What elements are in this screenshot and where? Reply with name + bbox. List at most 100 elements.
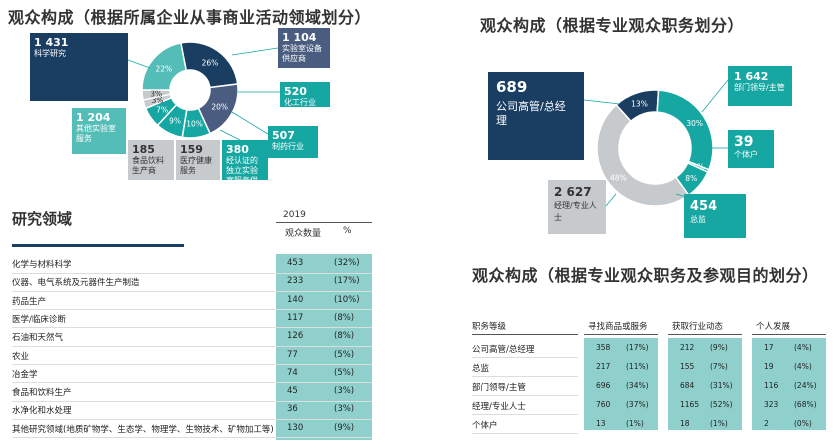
purpose-cell: 13 — [596, 419, 606, 428]
purpose-cell: (1%) — [710, 419, 728, 428]
purpose-cell: 2 — [764, 419, 769, 428]
purpose-cell: (37%) — [626, 400, 649, 409]
research-row-name: 其他研究领域(地质矿物学、生态学、物理学、生物技术、矿物加工等) — [12, 424, 274, 435]
purpose-cell: (4%) — [794, 343, 812, 352]
donut-chart-position: 13%30%1%8%48% — [583, 79, 729, 207]
box-value: 159 — [180, 143, 203, 156]
box-value: 2 627 — [554, 185, 592, 199]
slice-percent-label: 30% — [686, 119, 703, 128]
box-science: 1 431 科学研究 — [30, 33, 128, 101]
slice-percent-label: 3% — [152, 96, 164, 105]
row-divider — [12, 290, 372, 292]
research-row-pct: (32%) — [334, 258, 360, 268]
slice-percent-label: 48% — [610, 173, 627, 182]
header-divider — [752, 334, 826, 335]
purpose-row-name: 个体户 — [472, 421, 498, 431]
year-divider — [276, 222, 372, 223]
row-divider — [472, 357, 578, 358]
box-label: 制药行业 — [272, 142, 304, 151]
donut-slice — [656, 89, 714, 171]
slice-percent-label: 20% — [211, 103, 228, 112]
research-row-name: 化学与材料科学 — [12, 260, 72, 270]
box-label: 医疗健康服务 — [180, 156, 212, 175]
box-value: 1 431 — [34, 36, 69, 49]
research-row-name: 石油和天然气 — [12, 333, 64, 344]
research-row-count: 130 — [287, 422, 304, 433]
connector-line — [127, 59, 151, 69]
purpose-row-name: 总监 — [472, 364, 490, 374]
research-row-count: 36 — [287, 404, 298, 415]
purpose-header: 职务等级 — [472, 322, 507, 332]
research-row-count: 77 — [287, 349, 298, 360]
box-healthcare: 159 医疗健康服务 — [176, 140, 220, 180]
box-pharma: 507 制药行业 — [268, 126, 318, 158]
research-row-name: 仪器、电气系统及元器件生产制造 — [12, 278, 140, 289]
purpose-col-bg — [584, 338, 658, 430]
research-row-name: 冶金学 — [12, 369, 38, 380]
purpose-cell: (11%) — [626, 362, 649, 371]
research-row-pct: (3%) — [334, 404, 355, 415]
purpose-cell: 116 — [764, 381, 779, 390]
box-label: 部门领导/主管 — [734, 83, 785, 92]
purpose-title: 观众构成（根据专业观众职务及参观目的划分） — [472, 266, 819, 285]
slice-percent-label: 3% — [150, 90, 162, 99]
research-row-name: 水净化和水处理 — [12, 406, 72, 417]
box-director: 454 总监 — [684, 194, 746, 238]
purpose-cell: 760 — [596, 400, 611, 409]
box-self-employed: 39 个体户 — [728, 130, 774, 168]
purpose-cell: 19 — [764, 362, 774, 371]
box-chemical: 520 化工行业 — [280, 82, 330, 107]
row-divider — [12, 400, 372, 402]
purpose-cell: (31%) — [710, 381, 733, 390]
research-row-name: 食品和饮料生产 — [12, 388, 72, 399]
purpose-cell: 358 — [596, 343, 611, 352]
row-divider — [472, 433, 578, 434]
slice-percent-label: 9% — [169, 117, 181, 126]
research-col-pct: % — [343, 226, 352, 236]
purpose-header: 个人发展 — [756, 322, 791, 332]
research-row-count: 453 — [287, 258, 304, 268]
purpose-header: 寻找商品或服务 — [588, 322, 648, 332]
purpose-header: 获取行业动态 — [672, 322, 724, 332]
research-row-pct: (9%) — [334, 422, 355, 433]
box-value: 39 — [734, 134, 754, 150]
donut-chart-business: 26%20%10%9%7%3%3%22% — [127, 41, 280, 141]
purpose-cell: 1165 — [680, 400, 700, 409]
purpose-cell: 323 — [764, 400, 779, 409]
box-executive: 689 公司高管/总经理 — [488, 72, 584, 160]
purpose-cell: (4%) — [794, 362, 812, 371]
box-label: 经理/专业人士 — [554, 201, 597, 222]
box-lab-equipment: 1 104 实验室设备供应商 — [278, 28, 330, 68]
research-col-count: 观众数量 — [285, 229, 322, 239]
research-row-name: 医学/临床诊断 — [12, 314, 66, 325]
box-value: 454 — [690, 199, 718, 214]
donut-slice — [596, 103, 690, 207]
purpose-cell: 684 — [680, 381, 695, 390]
connector-line — [231, 47, 279, 56]
donut-slice — [141, 42, 188, 91]
purpose-cell: 212 — [680, 343, 695, 352]
purpose-cell: (9%) — [710, 343, 728, 352]
research-row-count: 117 — [287, 312, 304, 323]
research-row-count: 233 — [287, 276, 304, 287]
purpose-cell: (68%) — [794, 400, 817, 409]
box-label: 经认证的独立实验室服务供应商 — [226, 156, 258, 195]
box-label: 食品饮料生产商 — [132, 156, 164, 175]
purpose-cell: 155 — [680, 362, 695, 371]
row-divider — [472, 376, 578, 377]
slice-percent-label: 13% — [631, 100, 648, 109]
purpose-cell: (7%) — [710, 362, 728, 371]
box-value: 520 — [284, 85, 307, 98]
box-label: 总监 — [690, 215, 706, 224]
slice-percent-label: 10% — [186, 120, 203, 129]
research-row-name: 农业 — [12, 351, 30, 362]
row-divider — [472, 395, 578, 396]
research-row-count: 126 — [287, 331, 304, 342]
connector-line — [231, 111, 269, 135]
purpose-row-name: 公司高管/总经理 — [472, 345, 535, 355]
box-independent-lab: 380 经认证的独立实验室服务供应商 — [222, 140, 268, 195]
box-manager: 2 627 经理/专业人士 — [548, 180, 606, 234]
box-value: 185 — [132, 143, 155, 156]
row-divider — [12, 382, 372, 384]
header-divider — [668, 334, 742, 335]
